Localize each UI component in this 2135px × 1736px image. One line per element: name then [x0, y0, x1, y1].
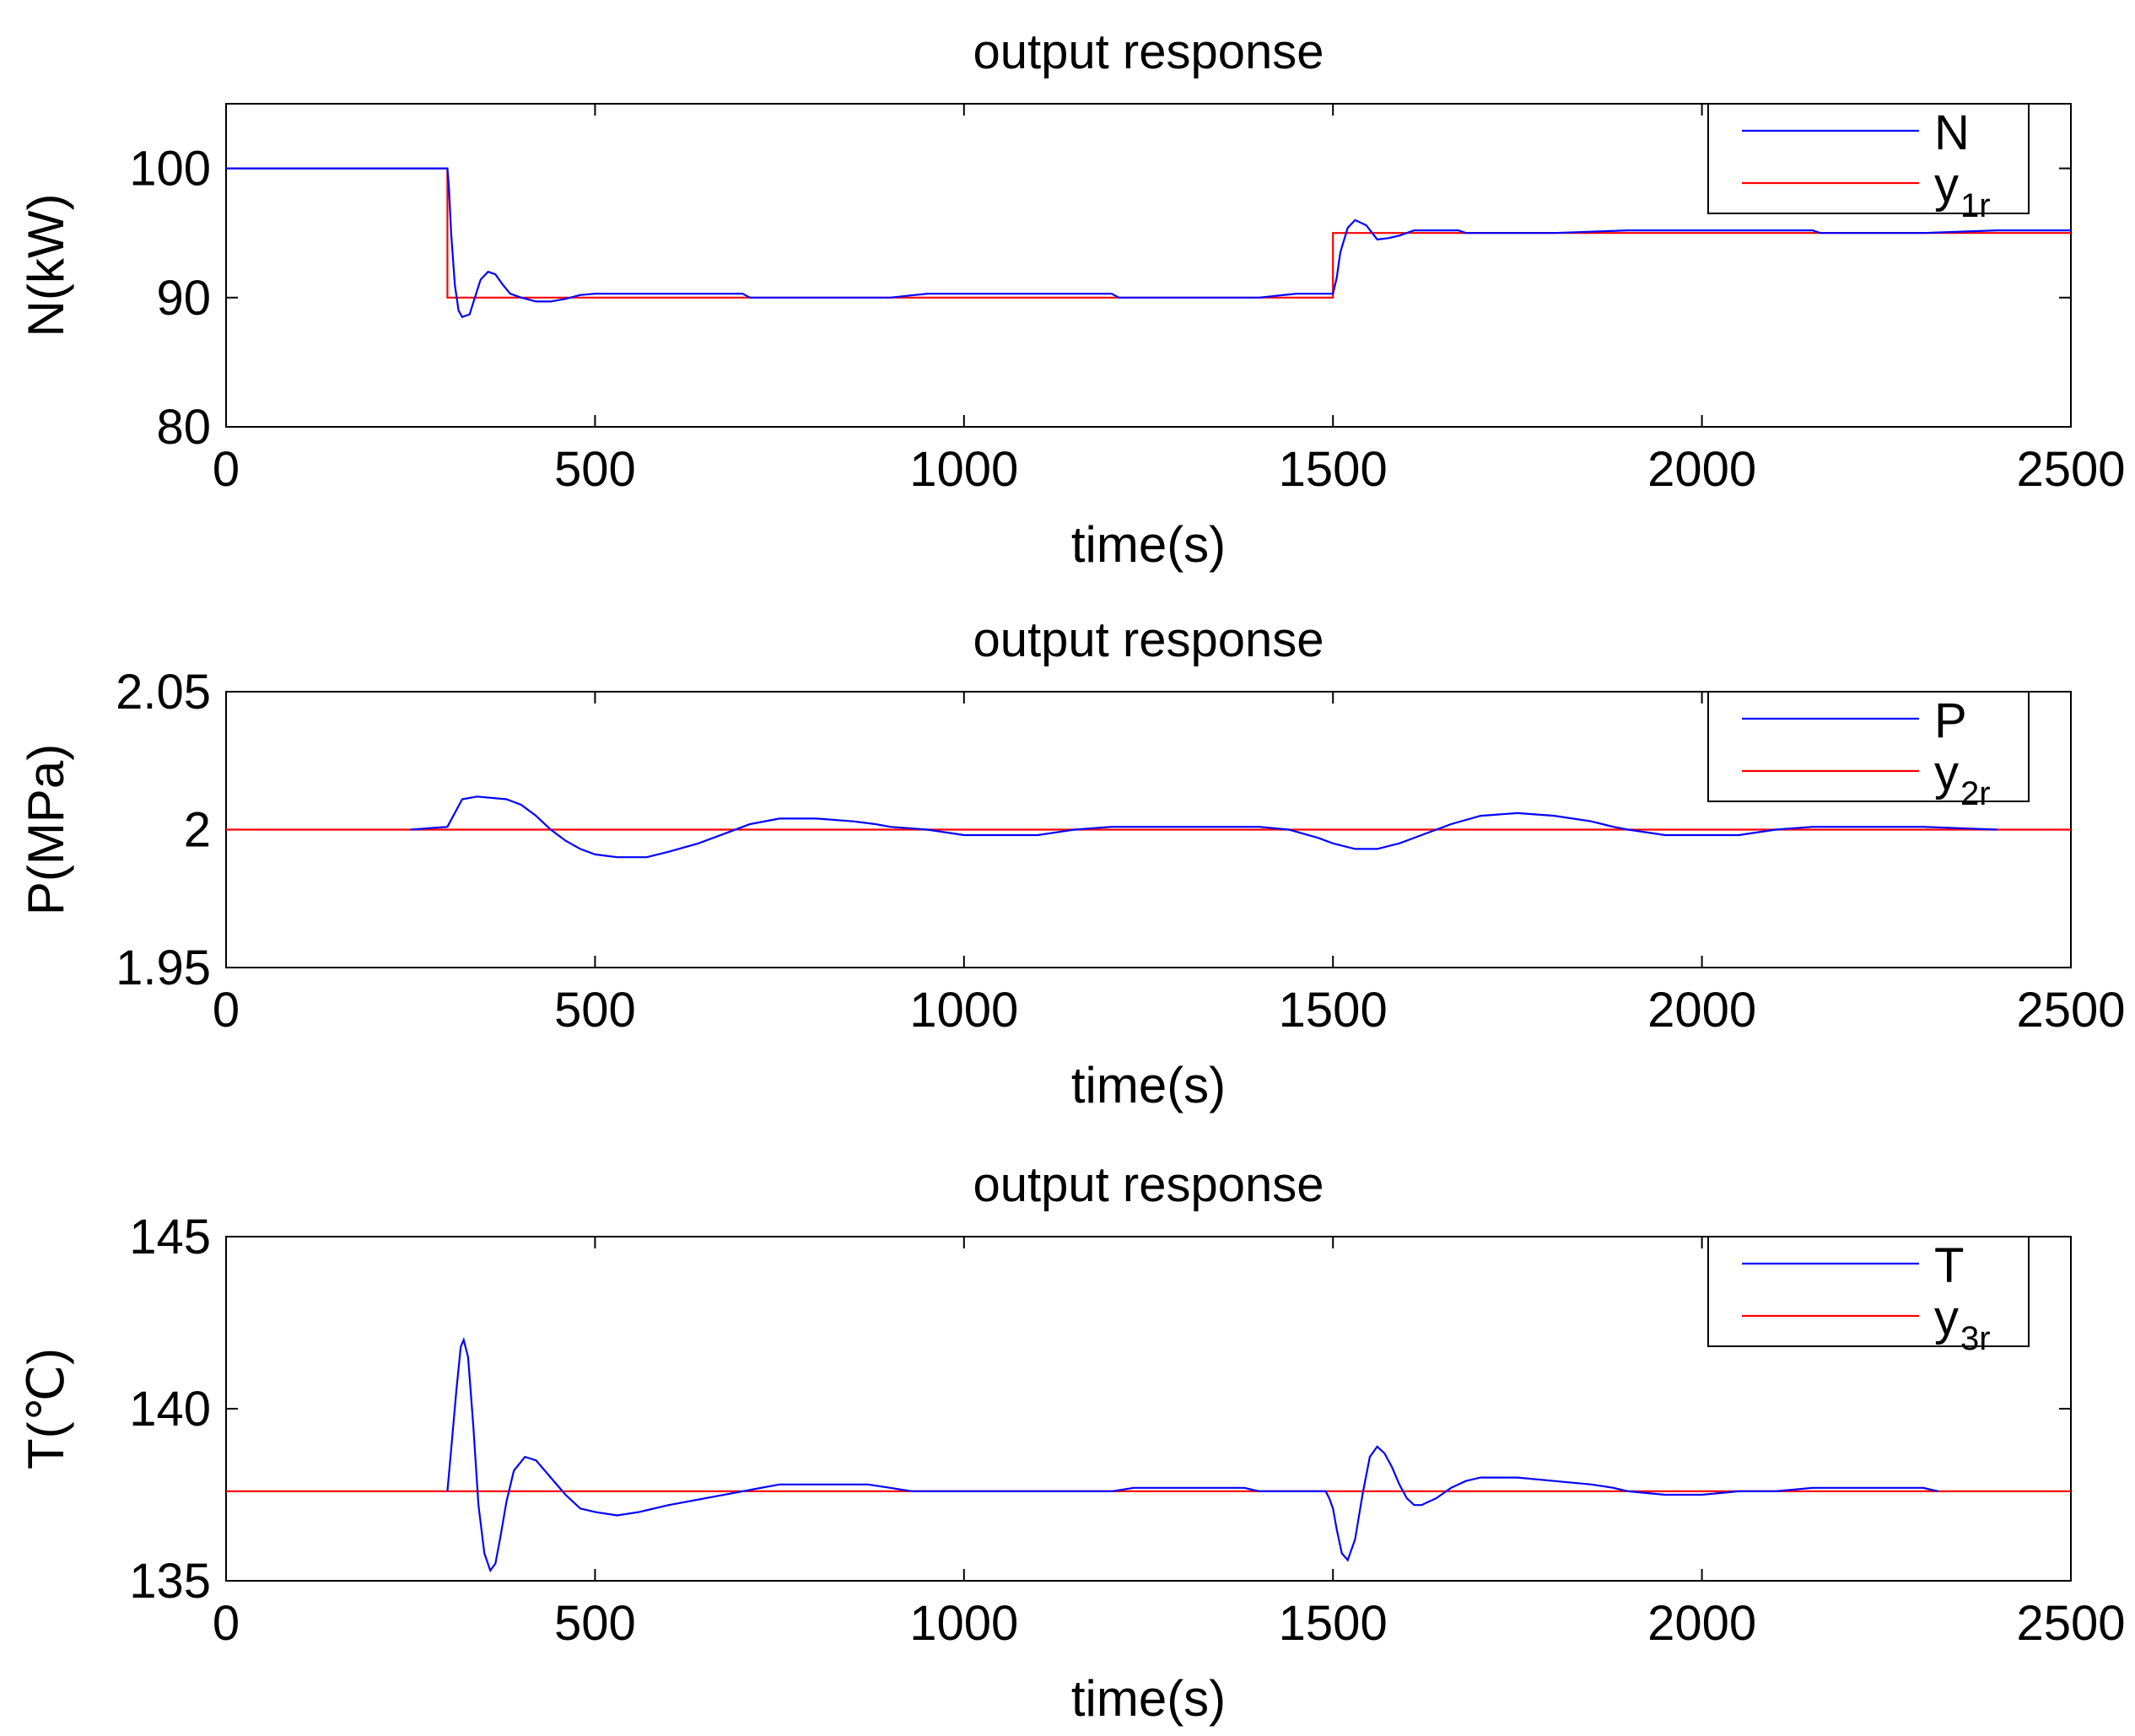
chart2-x-tick-label: 2000	[1647, 983, 1756, 1038]
chart2-x-axis-label: time(s)	[1071, 1057, 1226, 1113]
chart1-title: output response	[973, 24, 1324, 79]
chart1-x-tick-label: 0	[213, 442, 240, 497]
chart3-y-axis-label: T(℃)	[18, 1348, 74, 1469]
chart-panel-3: output response 0 500 1000 1500 2000 2500 135 14…	[18, 1157, 2126, 1727]
chart2-x-tick-label: 1500	[1279, 983, 1388, 1038]
chart2-x-tick-label: 2500	[2016, 983, 2125, 1038]
chart2-title: output response	[973, 612, 1324, 667]
chart3-x-axis-label: time(s)	[1071, 1670, 1226, 1727]
chart3-y-tick-label: 135	[129, 1554, 211, 1609]
chart2-legend-box	[1707, 691, 2030, 802]
chart1-x-tick-label: 1500	[1279, 442, 1388, 497]
chart2-legend-label-y2r: y2r	[1934, 746, 1991, 812]
chart3-title: output response	[973, 1157, 1324, 1212]
chart3-x-tick-label: 1500	[1279, 1596, 1388, 1651]
chart1-legend-label-n: N	[1934, 105, 1970, 160]
chart1-legend-label-main: N	[1934, 105, 1970, 160]
chart1-y-tick-label: 100	[129, 142, 211, 197]
chart3-legend-label-y3r: y3r	[1934, 1291, 1991, 1357]
chart3-legend-label-main: y	[1934, 1291, 1959, 1345]
chart1-legend-label-y1r: y1r	[1934, 158, 1991, 224]
chart1-y-tick-label: 80	[156, 400, 211, 455]
chart3-x-tick-label: 0	[213, 1596, 240, 1651]
chart3-y-tick-label: 140	[129, 1382, 211, 1437]
chart3-y-tick-label: 145	[129, 1210, 211, 1264]
chart3-series-t	[446, 1336, 1938, 1573]
chart1-x-tick-label: 500	[554, 442, 636, 497]
chart1-legend-label-main: y	[1934, 158, 1959, 213]
chart-panel-2: output response 0 500 1000 1500 2000 2500 1.95 2…	[18, 612, 2126, 1113]
chart3-legend-label-subscript: 3r	[1960, 1320, 1991, 1357]
chart2-legend-label-main: y	[1934, 746, 1959, 801]
chart1-legend-label-subscript: 1r	[1960, 187, 1991, 224]
chart1-x-tick-label: 1000	[909, 442, 1018, 497]
chart3-legend-label-main: T	[1934, 1238, 1964, 1293]
chart3-x-tick-label: 2000	[1647, 1596, 1756, 1651]
chart2-x-tick-label: 1000	[909, 983, 1018, 1038]
chart2-series-p	[410, 795, 1998, 859]
chart2-y-tick-label: 1.95	[116, 941, 211, 995]
chart1-x-axis-label: time(s)	[1071, 516, 1226, 573]
chart3-legend-label-t: T	[1934, 1238, 1964, 1293]
chart1-x-tick-label: 2500	[2016, 442, 2125, 497]
chart1-y-axis-label: N(kW)	[18, 194, 74, 337]
chart1-legend-box	[1707, 103, 2030, 214]
chart3-x-tick-label: 500	[554, 1596, 636, 1651]
chart1-x-tick-label: 2000	[1647, 442, 1756, 497]
chart-panel-1: output response 0 500 1000 1500 2000 2500 80 90 1…	[18, 24, 2126, 573]
chart2-x-tick-label: 500	[554, 983, 636, 1038]
chart3-x-tick-label: 2500	[2016, 1596, 2125, 1651]
chart2-y-axis-label: P(MPa)	[18, 744, 74, 915]
chart2-legend-label-subscript: 2r	[1960, 775, 1991, 812]
chart2-x-tick-label: 0	[213, 983, 240, 1038]
chart1-series-n	[226, 167, 2071, 319]
chart2-legend-label-main: P	[1934, 693, 1967, 748]
chart2-legend-label-p: P	[1934, 693, 1967, 748]
chart2-y-tick-label: 2.05	[116, 665, 211, 720]
chart1-y-tick-label: 90	[156, 271, 211, 326]
chart3-legend-box	[1707, 1236, 2030, 1347]
chart2-y-tick-label: 2	[184, 803, 211, 858]
chart3-x-tick-label: 1000	[909, 1596, 1018, 1651]
